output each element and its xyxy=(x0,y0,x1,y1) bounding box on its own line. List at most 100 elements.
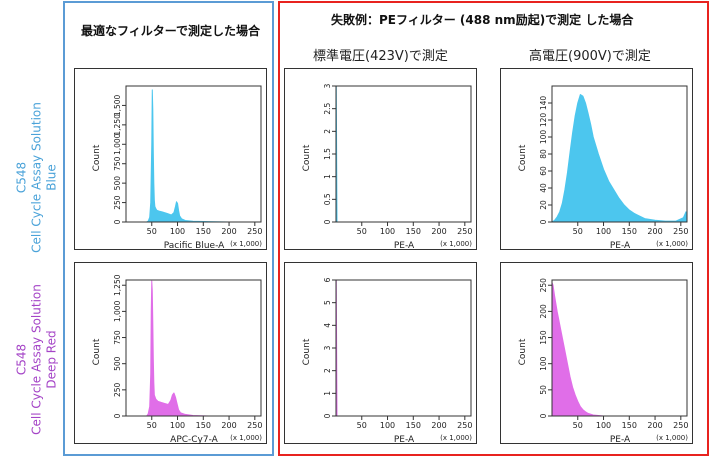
x-axis-unit: (x 1,000) xyxy=(656,434,688,442)
chart-svg: 0 0.5 1 1.5 2 2.5 3 50 100 150 200 250 Count PE-A (x 1… xyxy=(284,68,477,250)
y-tick-label: 0 xyxy=(113,219,122,224)
row-label-deep-red: C548 Cell Cycle Assay Solution Deep Red xyxy=(15,275,60,445)
row-label-line1: Cell Cycle Assay Solution xyxy=(29,284,44,435)
x-tick-label: 50 xyxy=(147,421,157,430)
plot-area-frame xyxy=(125,279,262,417)
x-axis-label: PE-A xyxy=(394,435,415,444)
x-tick-label: 150 xyxy=(406,421,421,430)
y-tick-label: 250 xyxy=(539,278,548,293)
panel-frame xyxy=(284,68,477,250)
y-tick-label: 120 xyxy=(539,113,548,128)
x-axis-unit: (x 1,000) xyxy=(230,240,262,248)
x-tick-label: 250 xyxy=(673,227,688,236)
x-axis-label: PE-A xyxy=(394,241,415,250)
y-tick-label: 250 xyxy=(113,195,122,210)
x-axis-label: APC-Cy7-A xyxy=(170,435,219,444)
y-tick-label: 750 xyxy=(113,330,122,345)
y-tick-label: 100 xyxy=(539,356,548,371)
y-tick-label: 0.5 xyxy=(323,193,332,205)
x-tick-label: 150 xyxy=(622,227,637,236)
optimal-filter-header: 最適なフィルターで測定した場合 xyxy=(81,24,261,38)
x-tick-label: 200 xyxy=(647,421,662,430)
y-tick-label: 1 xyxy=(323,391,332,396)
high-voltage-subheader: 高電圧(900V)で測定 xyxy=(529,49,651,64)
x-tick-label: 100 xyxy=(380,227,395,236)
plot-area-frame xyxy=(551,279,688,417)
y-tick-label: 1,250 xyxy=(113,114,122,136)
histogram-area xyxy=(146,89,262,223)
row-label-line2: Blue xyxy=(44,164,59,191)
chart-deepred-pe-high: 0 50 100 150 200 250 50 100 150 200 250 Count PE-A (x… xyxy=(500,262,693,444)
y-tick-label: 6 xyxy=(323,277,332,282)
optimal-filter-frame xyxy=(63,1,274,456)
x-axis-unit: (x 1,000) xyxy=(440,434,472,442)
x-tick-label: 50 xyxy=(357,227,367,236)
y-tick-label: 1,000 xyxy=(113,133,122,155)
x-tick-label: 200 xyxy=(221,227,236,236)
y-tick-label: 1,250 xyxy=(113,274,122,296)
y-axis-label: Count xyxy=(302,144,312,171)
plot-area-frame xyxy=(125,85,262,223)
y-tick-label: 750 xyxy=(113,156,122,171)
x-axis-unit: (x 1,000) xyxy=(230,434,262,442)
y-tick-label: 140 xyxy=(539,96,548,111)
histogram-area xyxy=(551,94,688,223)
histogram-area xyxy=(551,282,688,417)
y-tick-label: 1.5 xyxy=(323,148,332,160)
row-label-blue: C548 Cell Cycle Assay Solution Blue xyxy=(15,93,60,263)
y-axis-label: Count xyxy=(518,144,528,171)
y-tick-label: 80 xyxy=(539,149,548,159)
x-axis-label: PE-A xyxy=(610,241,631,250)
y-tick-label: 5 xyxy=(323,300,332,305)
y-tick-label: 0 xyxy=(539,219,548,224)
chart-deepred-pe-standard: 0 1 2 3 4 5 6 50 100 150 200 250 Count PE-A (x 1,000) xyxy=(284,262,477,444)
y-axis-label: Count xyxy=(302,338,312,365)
x-tick-label: 200 xyxy=(647,227,662,236)
y-tick-label: 100 xyxy=(539,130,548,145)
row-label-product: C548 xyxy=(14,161,29,194)
x-tick-label: 100 xyxy=(170,421,185,430)
x-tick-label: 200 xyxy=(221,421,236,430)
x-tick-label: 200 xyxy=(431,421,446,430)
row-label-line1: Cell Cycle Assay Solution xyxy=(29,102,44,253)
x-tick-label: 100 xyxy=(596,227,611,236)
failure-example-frame xyxy=(278,1,709,456)
chart-svg: 0 20 40 60 80 100 120 140 50 100 150 200 250 Count PE-… xyxy=(500,68,693,250)
x-tick-label: 250 xyxy=(673,421,688,430)
x-tick-label: 50 xyxy=(357,421,367,430)
x-tick-label: 50 xyxy=(573,227,583,236)
chart-blue-pe-high: 0 20 40 60 80 100 120 140 50 100 150 200 250 Count PE-… xyxy=(500,68,693,250)
failure-example-header: 失敗例：PEフィルター (488 nm励起)で測定 した場合 xyxy=(331,13,634,27)
y-tick-label: 150 xyxy=(539,330,548,345)
y-axis-label: Count xyxy=(92,338,102,365)
y-tick-label: 60 xyxy=(539,166,548,176)
chart-svg: 0 1 2 3 4 5 6 50 100 150 200 250 Count PE-A (x 1,000) xyxy=(284,262,477,444)
row-label-line2: Deep Red xyxy=(44,330,59,389)
y-tick-label: 250 xyxy=(113,382,122,397)
y-tick-label: 20 xyxy=(539,200,548,210)
chart-blue-optimal: 0 250 500 750 1,000 1,250 1,500 50 100 150 200 250 C… xyxy=(74,68,267,250)
y-axis-label: Count xyxy=(92,144,102,171)
y-tick-label: 2 xyxy=(323,129,332,134)
x-tick-label: 150 xyxy=(406,227,421,236)
x-axis-unit: (x 1,000) xyxy=(656,240,688,248)
x-tick-label: 100 xyxy=(596,421,611,430)
panel-frame xyxy=(500,262,693,444)
x-tick-label: 250 xyxy=(247,421,262,430)
x-tick-label: 100 xyxy=(170,227,185,236)
y-tick-label: 0 xyxy=(323,413,332,418)
x-tick-label: 250 xyxy=(457,227,472,236)
x-tick-label: 250 xyxy=(457,421,472,430)
y-tick-label: 500 xyxy=(113,356,122,371)
y-tick-label: 0 xyxy=(113,413,122,418)
y-tick-label: 500 xyxy=(113,176,122,191)
x-axis-unit: (x 1,000) xyxy=(440,240,472,248)
chart-svg: 0 250 500 750 1,000 1,250 50 100 150 200 250 Count A… xyxy=(74,262,267,444)
y-tick-label: 2.5 xyxy=(323,102,332,114)
x-tick-label: 150 xyxy=(196,421,211,430)
chart-blue-pe-standard: 0 0.5 1 1.5 2 2.5 3 50 100 150 200 250 Count PE-A (x 1… xyxy=(284,68,477,250)
y-tick-label: 4 xyxy=(323,323,332,328)
row-label-product: C548 xyxy=(14,343,29,376)
x-tick-label: 250 xyxy=(247,227,262,236)
